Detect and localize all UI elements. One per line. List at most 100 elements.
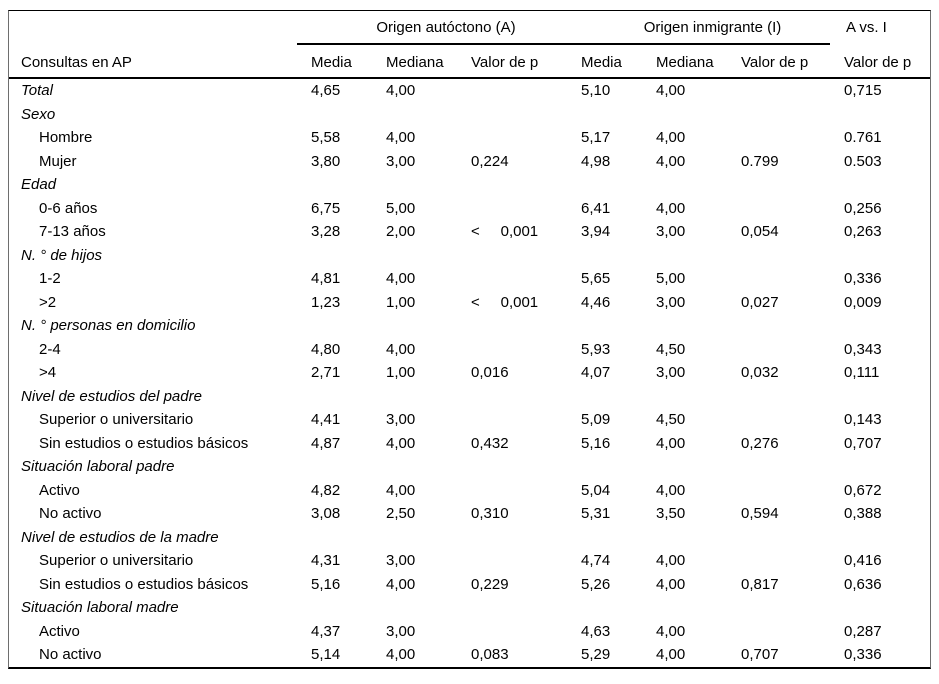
value-cell: 0,229: [471, 575, 509, 593]
row-section-label: Nivel de estudios de la madre: [21, 528, 219, 546]
column-header-media-a: Media: [311, 54, 352, 71]
value-cell: 4,00: [656, 481, 686, 499]
row-section-label: N. ° de hijos: [21, 246, 103, 264]
value-cell: 4,00: [656, 199, 686, 217]
row-item-label: Activo: [39, 481, 80, 499]
value-cell: 5,04: [581, 481, 611, 499]
table-row: >2 1,23 1,00 < 0,001 4,46 3,00 0,027 0,009: [9, 291, 930, 315]
value-cell: 5,10: [581, 82, 611, 100]
value-cell: 4,00: [656, 552, 686, 570]
value-cell: 0,143: [844, 411, 882, 429]
value-cell: 4,00: [386, 575, 416, 593]
value-cell: 3,00: [656, 364, 686, 382]
row-item-label: Hombre: [39, 129, 93, 147]
table-row: Activo 4,37 3,00 4,63 4,00 0,287: [9, 620, 930, 644]
value-cell: 0,388: [844, 505, 882, 523]
value-cell: 0,715: [844, 82, 882, 100]
row-section-label: Sexo: [21, 105, 56, 123]
value-cell: 4,74: [581, 552, 611, 570]
value-cell: 5,00: [656, 270, 686, 288]
value-cell: 3,08: [311, 505, 341, 523]
group-header-underline: [297, 43, 830, 45]
value-cell: 5,14: [311, 646, 341, 664]
value-cell: 4,80: [311, 340, 341, 358]
table-row: Hombre 5,58 4,00 5,17 4,00 0.761: [9, 126, 930, 150]
table-row: Mujer 3,80 3,00 0,224 4,98 4,00 0.799 0.503: [9, 150, 930, 174]
value-cell: 0,032: [741, 364, 779, 382]
value-cell: 0,016: [471, 364, 509, 382]
value-cell: 4,00: [386, 82, 416, 100]
value-cell: 0,310: [471, 505, 509, 523]
value-cell: 0,636: [844, 575, 882, 593]
column-header-row: Consultas en AP Media Mediana Valor de p…: [9, 43, 930, 79]
value-cell: 0,707: [844, 434, 882, 452]
table-row: >4 2,71 1,00 0,016 4,07 3,00 0,032 0,111: [9, 361, 930, 385]
value-cell: 0.799: [741, 152, 779, 170]
value-cell: 5,17: [581, 129, 611, 147]
value-cell: 2,50: [386, 505, 416, 523]
group-header-origen-autoctono: Origen autóctono (A): [376, 18, 516, 36]
table-row: N. ° personas en domicilio: [9, 314, 930, 338]
value-cell: 5,16: [311, 575, 341, 593]
value-cell: 5,26: [581, 575, 611, 593]
value-cell: 4,00: [656, 152, 686, 170]
row-label-column-header: Consultas en AP: [21, 54, 132, 71]
row-item-label: >4: [39, 364, 57, 382]
table-row: N. ° de hijos: [9, 244, 930, 268]
table-row: Sexo: [9, 103, 930, 127]
value-cell: 4,00: [386, 340, 416, 358]
column-header-mediana-a: Mediana: [386, 54, 444, 71]
table-row: Sin estudios o estudios básicos 5,16 4,00 0…: [9, 573, 930, 597]
value-cell: 6,41: [581, 199, 611, 217]
value-cell: 4,00: [656, 434, 686, 452]
value-cell: 4,41: [311, 411, 341, 429]
row-item-label: >2: [39, 293, 57, 311]
value-cell: 0.761: [844, 129, 882, 147]
column-header-valor-p-a: Valor de p: [471, 54, 539, 71]
value-cell: 0.503: [844, 152, 882, 170]
value-cell: 4,87: [311, 434, 341, 452]
table-row: Edad: [9, 173, 930, 197]
value-cell: 0,416: [844, 552, 882, 570]
value-cell: 1,00: [386, 364, 416, 382]
value-cell: 4,81: [311, 270, 341, 288]
group-header-row: Origen autóctono (A) Origen inmigrante (…: [9, 11, 930, 43]
value-cell: 4,31: [311, 552, 341, 570]
value-cell: 3,50: [656, 505, 686, 523]
group-header-a-vs-i: A vs. I: [846, 18, 887, 36]
value-cell: 5,09: [581, 411, 611, 429]
table-row: Superior o universitario 4,41 3,00 5,09 4,50…: [9, 408, 930, 432]
row-item-label: No activo: [39, 505, 102, 523]
row-item-label: 0-6 años: [39, 199, 98, 217]
value-cell: 0,256: [844, 199, 882, 217]
value-cell: 0,276: [741, 434, 779, 452]
value-cell: 4,00: [656, 129, 686, 147]
column-header-valor-p-i: Valor de p: [741, 54, 809, 71]
value-cell: 2,00: [386, 223, 416, 241]
value-cell: 3,00: [386, 552, 416, 570]
value-cell: 0,083: [471, 646, 509, 664]
row-item-label: 2-4: [39, 340, 61, 358]
row-section-label: Situación laboral madre: [21, 599, 179, 617]
value-cell: 4,00: [656, 82, 686, 100]
value-cell: 4,00: [386, 129, 416, 147]
value-cell: 4,00: [386, 481, 416, 499]
column-header-mediana-i: Mediana: [656, 54, 714, 71]
row-item-label: Superior o universitario: [39, 411, 194, 429]
value-cell: 4,50: [656, 411, 686, 429]
value-cell: 3,80: [311, 152, 341, 170]
row-section-label: Situación laboral padre: [21, 458, 175, 476]
row-item-label: Sin estudios o estudios básicos: [39, 434, 249, 452]
table-row: Nivel de estudios de la madre: [9, 526, 930, 550]
row-item-label: Mujer: [39, 152, 77, 170]
value-cell: 0,594: [741, 505, 779, 523]
value-cell: 4,00: [656, 646, 686, 664]
table-row: Situación laboral madre: [9, 596, 930, 620]
table-body: Total 4,65 4,00 5,10 4,00 0,715 Sexo Hombre 5,58…: [9, 79, 930, 667]
value-cell: 6,75: [311, 199, 341, 217]
value-cell: 4,07: [581, 364, 611, 382]
value-cell: 4,00: [656, 622, 686, 640]
table-row: Superior o universitario 4,31 3,00 4,74 4,00…: [9, 549, 930, 573]
row-section-label: Total: [21, 82, 53, 100]
value-cell: 4,50: [656, 340, 686, 358]
